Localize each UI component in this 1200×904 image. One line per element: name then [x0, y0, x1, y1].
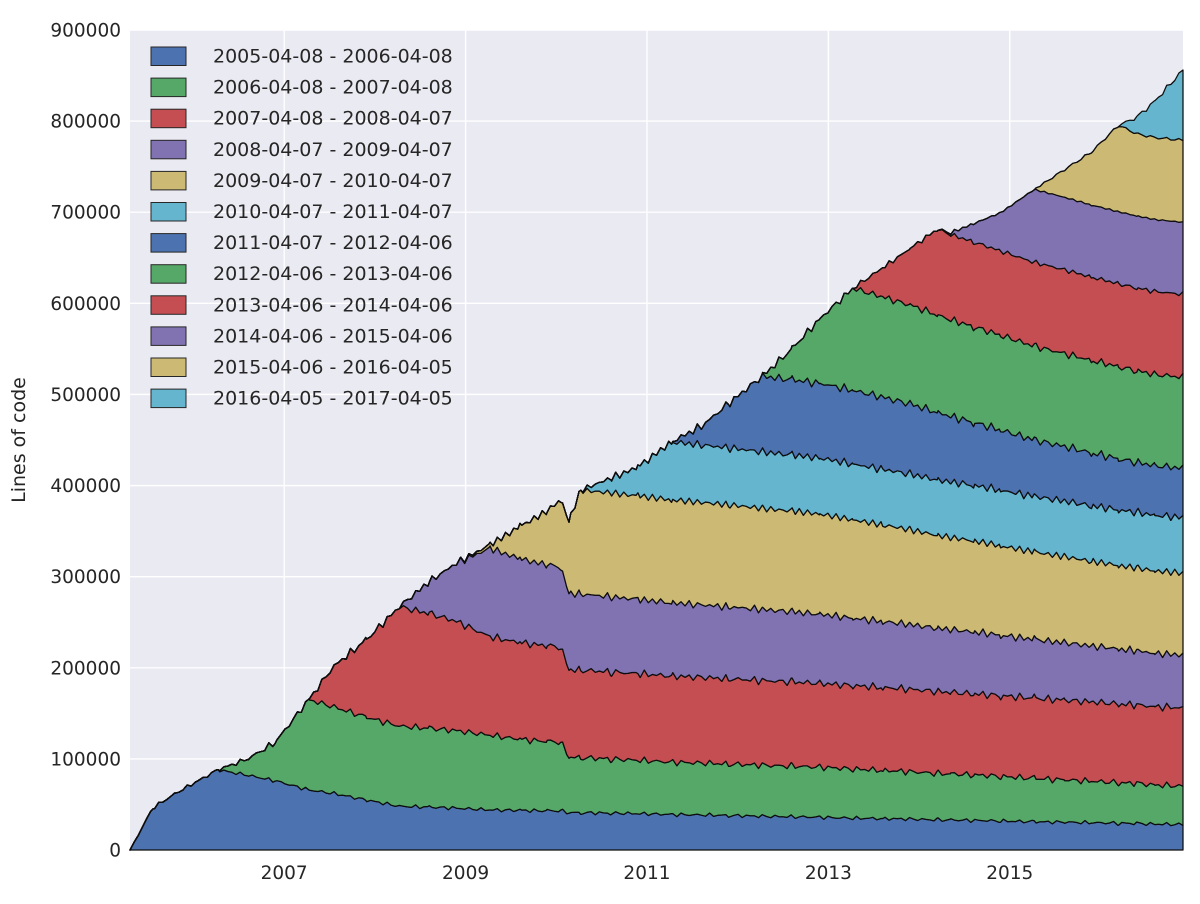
legend-swatch [150, 295, 187, 315]
y-tick-label: 700000 [50, 203, 121, 224]
legend-label: 2006-04-08 - 2007-04-08 [213, 77, 453, 99]
legend-label: 2008-04-07 - 2009-04-07 [213, 139, 453, 161]
legend-swatch [150, 139, 187, 160]
legend-label: 2009-04-07 - 2010-04-07 [213, 170, 453, 192]
legend-swatch [150, 108, 187, 129]
stacked-area-bands [129, 69, 1184, 851]
legend-swatch [150, 264, 187, 284]
legend-swatch [150, 77, 187, 98]
legend-label: 2007-04-08 - 2008-04-07 [213, 108, 453, 130]
area-band-2016-04-05 - 2017-04-05 [129, 69, 1184, 851]
y-tick-label: 400000 [50, 476, 121, 497]
y-tick-label: 100000 [50, 749, 121, 770]
y-axis-tick-labels: 0 100000 200000 300000 400000 500000 600000 700… [50, 21, 121, 862]
legend-label: 2012-04-06 - 2013-04-06 [213, 263, 453, 285]
x-tick-label: 2015 [986, 863, 1033, 884]
legend-label: 2013-04-06 - 2014-04-06 [213, 294, 453, 316]
legend-label: 2016-04-05 - 2017-04-05 [213, 388, 453, 410]
legend-label: 2005-04-08 - 2006-04-08 [213, 46, 453, 68]
y-tick-label: 600000 [50, 294, 121, 315]
y-tick-label: 300000 [50, 567, 121, 588]
y-axis-title: Lines of code [8, 377, 30, 503]
x-tick-label: 2013 [805, 863, 852, 884]
y-tick-label: 900000 [50, 21, 121, 42]
x-tick-label: 2007 [261, 863, 308, 884]
y-tick-label: 500000 [50, 385, 121, 406]
legend-swatch [150, 233, 187, 253]
legend-swatch [150, 326, 187, 346]
legend-swatch [150, 170, 187, 191]
legend-swatch [150, 357, 187, 377]
x-axis-tick-labels: 2007 2009 2011 2013 2015 [261, 863, 1034, 884]
legend-label: 2010-04-07 - 2011-04-07 [213, 201, 453, 223]
y-tick-label: 0 [109, 841, 121, 862]
x-tick-label: 2011 [623, 863, 670, 884]
legend-label: 2014-04-06 - 2015-04-06 [213, 325, 453, 347]
x-tick-label: 2009 [442, 863, 489, 884]
legend-swatch [150, 46, 187, 66]
legend-label: 2015-04-06 - 2016-04-05 [213, 357, 453, 379]
legend-swatch [150, 202, 187, 222]
y-tick-label: 200000 [50, 658, 121, 679]
legend-swatch [150, 388, 187, 409]
legend-label: 2011-04-07 - 2012-04-06 [213, 232, 453, 254]
y-tick-label: 800000 [50, 112, 121, 133]
legend: 2005-04-08 - 2006-04-08 2006-04-08 - 2007… [150, 46, 453, 410]
